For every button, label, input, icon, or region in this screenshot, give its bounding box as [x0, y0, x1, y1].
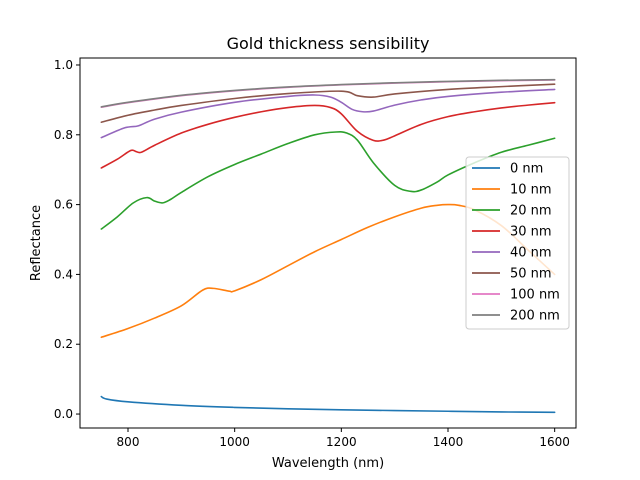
- legend-label: 50 nm: [510, 267, 552, 282]
- series-line-2: [100, 131, 556, 230]
- legend-label: 200 nm: [510, 309, 560, 324]
- y-tick-label: 0.6: [54, 198, 73, 212]
- x-tick-label: 1000: [219, 435, 250, 449]
- y-axis-label: Reflectance: [29, 205, 44, 281]
- series-line-7: [100, 78, 556, 108]
- plot-frame: [79, 57, 577, 429]
- y-tick-label: 0.2: [54, 337, 73, 351]
- y-tick-label: 1.0: [54, 58, 73, 72]
- y-tick-label: 0.4: [54, 267, 73, 281]
- chart-title: Gold thickness sensibility: [227, 34, 430, 53]
- legend-label: 100 nm: [510, 288, 560, 303]
- series-line-4: [100, 88, 556, 139]
- x-axis-label: Wavelength (nm): [272, 456, 384, 471]
- series-layer: [100, 78, 556, 414]
- legend-label: 0 nm: [510, 162, 543, 177]
- legend-label: 30 nm: [510, 225, 552, 240]
- legend-label: 40 nm: [510, 246, 552, 261]
- x-tick-label: 1600: [539, 435, 570, 449]
- x-tick-label: 1200: [326, 435, 357, 449]
- legend-box: [465, 156, 570, 330]
- y-tick-label: 0.0: [54, 407, 73, 421]
- legend-label: 10 nm: [510, 183, 552, 198]
- x-tick-label: 1400: [433, 435, 464, 449]
- y-axis: 0.0 0.2 0.4 0.6 0.8 1.0: [54, 58, 80, 421]
- series-line-0: [100, 395, 556, 414]
- series-line-3: [100, 101, 556, 169]
- legend-label: 20 nm: [510, 204, 552, 219]
- x-tick-label: 800: [117, 435, 140, 449]
- legend: 0 nm 10 nm 20 nm 30 nm 40 nm 50 nm 100 nm 200 n…: [465, 156, 570, 330]
- series-line-5: [100, 83, 556, 124]
- y-tick-label: 0.8: [54, 128, 73, 142]
- x-axis: 800 1000 1200 1400 1600: [117, 428, 570, 449]
